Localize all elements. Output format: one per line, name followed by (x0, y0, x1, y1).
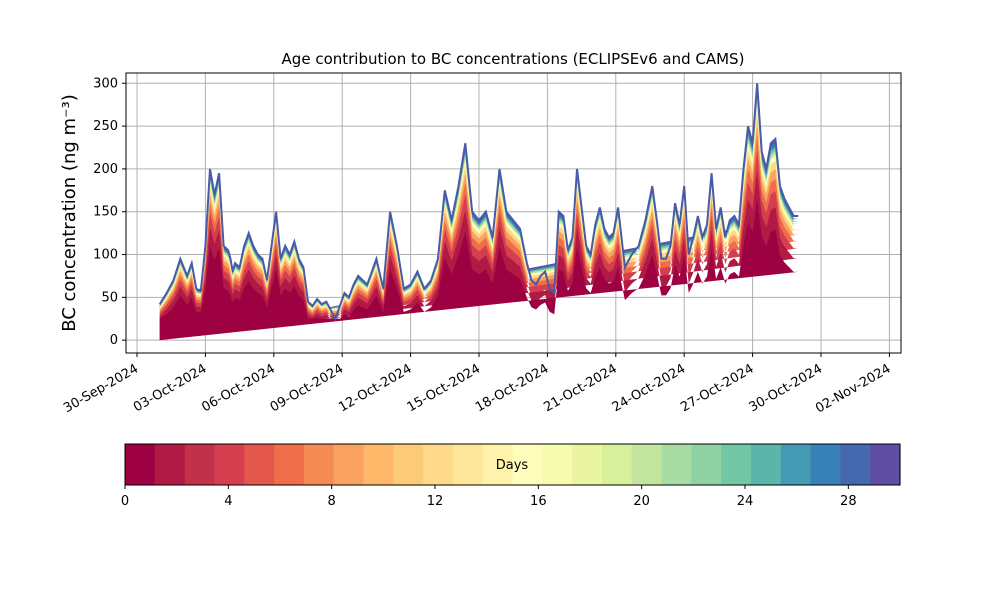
colorbar-tick-label: 28 (840, 494, 857, 509)
x-tick-label: 21-Oct-2024 (541, 361, 619, 415)
colorbar-swatch (363, 444, 394, 485)
age-band-area (159, 198, 799, 341)
colorbar-tick-label: 0 (121, 494, 129, 509)
colorbar-swatch (244, 444, 275, 485)
x-tick-label: 24-Oct-2024 (610, 361, 688, 415)
colorbar-tick-label: 12 (427, 494, 444, 509)
colorbar-swatch (512, 444, 543, 485)
colorbar-swatch (870, 444, 901, 485)
x-tick-label: 02-Nov-2024 (813, 361, 893, 416)
y-axis-ticks: 0 50 100 150 200 250 300 (93, 76, 126, 348)
colorbar-swatch (840, 444, 871, 485)
y-tick-label: 0 (110, 333, 118, 348)
y-axis-label: BC concentration (ng m⁻³) (59, 94, 80, 332)
x-tick-label: 30-Oct-2024 (747, 361, 825, 415)
colorbar-swatch (572, 444, 603, 485)
colorbar-swatch (691, 444, 722, 485)
colorbar-swatch (661, 444, 692, 485)
colorbar-tick-label: 24 (737, 494, 754, 509)
y-tick-label: 300 (93, 76, 118, 91)
x-tick-label: 15-Oct-2024 (405, 361, 483, 415)
colorbar (125, 444, 901, 485)
colorbar-swatch (303, 444, 335, 485)
x-tick-label: 06-Oct-2024 (199, 361, 277, 415)
colorbar-swatch (810, 444, 841, 485)
chart-title: Age contribution to BC concentrations (E… (282, 50, 745, 68)
colorbar-swatch (631, 444, 663, 485)
y-tick-label: 200 (93, 162, 118, 177)
colorbar-swatch (154, 444, 186, 485)
colorbar-frame (124, 443, 901, 486)
colorbar-swatch (721, 444, 752, 485)
y-tick-label: 50 (101, 290, 118, 305)
total-concentration-line (158, 83, 799, 322)
stacked-area-layer (158, 83, 799, 341)
colorbar-swatch (482, 444, 514, 485)
colorbar-swatch (184, 444, 216, 485)
colorbar-tick-label: 20 (633, 494, 650, 509)
x-tick-label: 18-Oct-2024 (473, 361, 551, 415)
x-tick-label: 30-Sep-2024 (61, 361, 141, 416)
colorbar-swatch (214, 444, 245, 485)
colorbar-swatch (333, 444, 365, 485)
colorbar-swatch (393, 444, 424, 485)
y-tick-label: 150 (93, 205, 118, 220)
y-tick-label: 250 (93, 119, 118, 134)
colorbar-swatch (542, 444, 573, 485)
x-tick-label: 03-Oct-2024 (131, 361, 209, 415)
y-tick-label: 100 (93, 248, 118, 263)
x-tick-label: 27-Oct-2024 (678, 361, 756, 415)
colorbar-swatch (601, 444, 633, 485)
x-axis-ticks: 30-Sep-202403-Oct-202406-Oct-202409-Oct-… (61, 353, 893, 416)
colorbar-swatch (274, 444, 305, 485)
x-tick-label: 12-Oct-2024 (336, 361, 414, 415)
colorbar-ticks: 0 4 8 12 16 20 24 28 (121, 485, 857, 509)
colorbar-tick-label: 8 (328, 494, 336, 509)
colorbar-swatch (423, 444, 454, 485)
plot-frame (125, 72, 902, 354)
colorbar-label: Days (496, 458, 529, 473)
colorbar-tick-label: 4 (224, 494, 232, 509)
x-tick-label: 09-Oct-2024 (268, 361, 346, 415)
colorbar-swatch (452, 444, 484, 485)
colorbar-swatch (750, 444, 782, 485)
colorbar-swatch (780, 444, 812, 485)
colorbar-tick-label: 16 (530, 494, 547, 509)
colorbar-swatch (125, 444, 156, 485)
